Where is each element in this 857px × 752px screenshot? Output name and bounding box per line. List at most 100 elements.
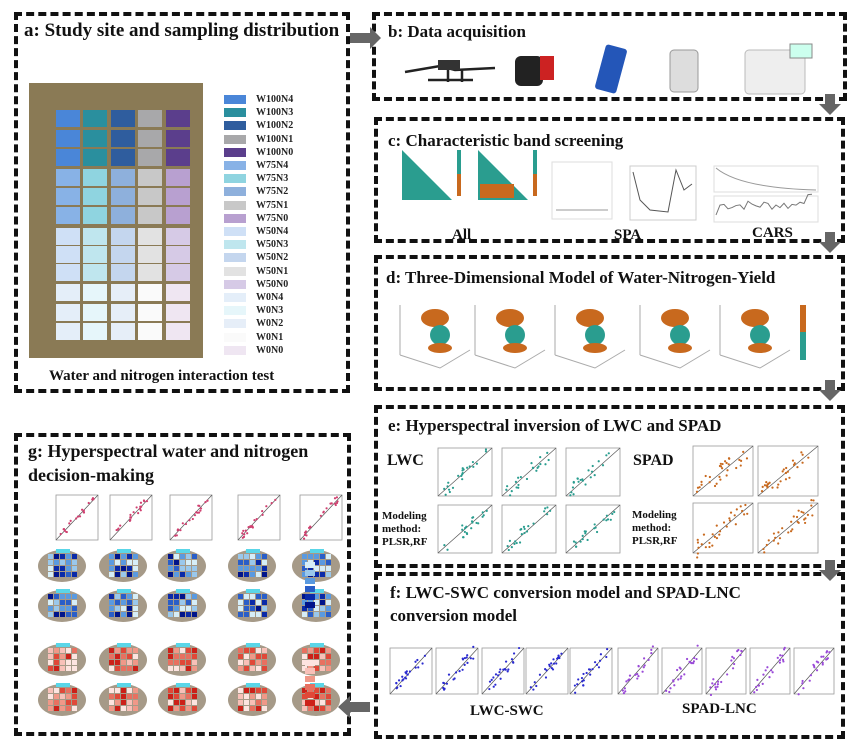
panel-b-title: b: Data acquisition xyxy=(388,22,526,41)
map-cell xyxy=(180,600,185,605)
3d-axes xyxy=(554,349,626,369)
data-point xyxy=(91,498,94,501)
data-point xyxy=(329,502,332,505)
data-point xyxy=(739,464,742,467)
one-to-one-line xyxy=(565,504,621,554)
map-cell xyxy=(192,566,197,571)
map-cell xyxy=(54,600,59,605)
legend-swatch xyxy=(224,147,246,157)
map-cell xyxy=(186,612,191,617)
legend-item: W50N2 xyxy=(224,252,288,263)
data-point xyxy=(82,509,85,512)
data-point xyxy=(539,456,542,459)
colorbar xyxy=(533,150,537,196)
data-point xyxy=(416,658,419,662)
field-plot xyxy=(166,149,190,166)
map-cell xyxy=(262,566,267,571)
data-point xyxy=(488,687,491,691)
data-point xyxy=(730,659,733,662)
data-point xyxy=(530,462,533,465)
map-cell xyxy=(48,594,53,599)
data-point xyxy=(680,675,683,678)
map-cell xyxy=(302,566,307,571)
map-cell xyxy=(109,688,114,693)
data-point xyxy=(334,502,337,505)
irrigation-legend-swatch xyxy=(305,578,315,584)
legend-label: W0N2 xyxy=(256,318,284,330)
data-point xyxy=(242,529,245,532)
map-cell xyxy=(54,660,59,665)
band-label-all: All xyxy=(452,227,472,243)
map-cell xyxy=(302,648,307,653)
map-cell xyxy=(133,688,138,693)
data-point xyxy=(728,517,731,520)
map-cell xyxy=(66,654,71,659)
arrow-down-icon xyxy=(819,560,841,581)
data-point xyxy=(204,501,207,504)
map-cell xyxy=(308,648,313,653)
map-cell xyxy=(244,606,249,611)
data-point xyxy=(719,478,722,481)
data-point xyxy=(627,679,630,682)
map-cell xyxy=(133,648,138,653)
map-cell xyxy=(121,560,126,565)
one-to-one-line xyxy=(617,647,659,695)
data-point xyxy=(506,670,509,673)
map-cell xyxy=(121,606,126,611)
map-cell xyxy=(72,554,77,559)
data-point xyxy=(139,501,143,504)
data-point xyxy=(512,652,516,655)
data-point xyxy=(462,536,465,539)
data-point xyxy=(537,465,540,468)
water-source xyxy=(246,589,260,593)
map-cell xyxy=(262,660,267,665)
map-cell xyxy=(60,566,65,571)
map-cell xyxy=(250,700,255,705)
data-point xyxy=(685,657,689,661)
data-point xyxy=(472,516,475,519)
panel-e xyxy=(374,405,845,568)
map-cell xyxy=(66,594,71,599)
data-point xyxy=(129,518,132,522)
map-cell xyxy=(192,594,197,599)
data-point xyxy=(550,667,553,670)
map-cell xyxy=(66,566,71,571)
field-plot xyxy=(138,169,162,186)
water-source xyxy=(56,643,70,647)
data-point xyxy=(445,682,449,685)
water-source xyxy=(176,589,190,593)
data-point xyxy=(738,458,741,461)
data-point xyxy=(453,677,456,680)
data-point xyxy=(715,524,718,527)
legend-swatch xyxy=(224,200,246,210)
data-point xyxy=(513,542,516,545)
data-point xyxy=(587,668,591,671)
data-point xyxy=(451,486,455,489)
map-cell xyxy=(133,654,138,659)
map-cell xyxy=(180,606,185,611)
data-point xyxy=(593,661,597,664)
cars-curve xyxy=(715,167,817,191)
map-cell xyxy=(48,600,53,605)
data-point xyxy=(753,691,756,694)
data-point xyxy=(683,673,686,676)
data-point xyxy=(704,474,707,478)
map-cell xyxy=(174,600,179,605)
map-cell xyxy=(186,560,191,565)
field-plot xyxy=(56,284,80,301)
data-point xyxy=(75,517,78,520)
one-to-one-line xyxy=(705,647,747,695)
map-cell xyxy=(186,606,191,611)
data-point xyxy=(545,669,548,672)
water-source xyxy=(56,683,70,687)
data-point xyxy=(560,652,563,655)
legend-label: W75N3 xyxy=(256,173,289,185)
map-cell xyxy=(320,572,325,577)
data-point xyxy=(525,477,529,481)
map-cell xyxy=(168,648,173,653)
map-cell xyxy=(320,554,325,559)
analyzer-monitor xyxy=(789,43,813,59)
map-cell xyxy=(60,560,65,565)
data-point xyxy=(584,532,587,535)
